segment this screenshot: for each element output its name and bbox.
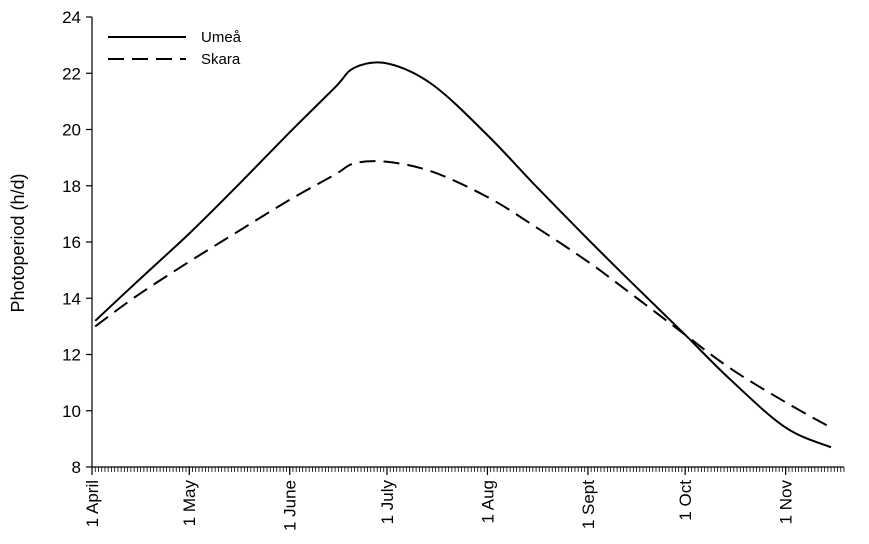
y-tick-label: 16 <box>62 233 81 252</box>
series-lines <box>94 61 832 449</box>
y-ticks: 8 10 12 14 16 18 20 22 24 <box>62 8 92 477</box>
y-tick-label: 22 <box>62 64 81 83</box>
y-tick-label: 12 <box>62 346 81 365</box>
y-tick-label: 8 <box>72 458 81 477</box>
x-tick-label: 1 June <box>281 480 300 531</box>
legend-label: Umeå <box>201 29 242 46</box>
axes <box>91 17 844 468</box>
x-tick-labels: 1 April 1 May 1 June 1 July 1 Aug 1 Sept 1 Oct… <box>83 467 796 531</box>
series-line-umea <box>94 61 832 449</box>
y-axis-title: Photoperiod (h/d) <box>8 173 28 312</box>
y-tick-label: 14 <box>62 289 81 308</box>
y-tick-label: 18 <box>62 177 81 196</box>
series-line-skara <box>94 160 832 429</box>
x-tick-label: 1 Aug <box>478 480 497 524</box>
y-tick-label: 10 <box>62 402 81 421</box>
x-tick-label: 1 July <box>378 480 397 525</box>
x-tick-label: 1 May <box>180 480 199 527</box>
legend: Umeå Skara <box>108 29 242 68</box>
legend-label: Skara <box>201 51 241 68</box>
y-tick-label: 20 <box>62 121 81 140</box>
y-tick-label: 24 <box>62 8 81 27</box>
x-tick-label: 1 April <box>83 480 102 527</box>
x-tick-label: 1 Nov <box>777 480 796 525</box>
x-tick-label: 1 Oct <box>676 480 695 521</box>
x-minor-ticks <box>91 467 845 472</box>
x-tick-label: 1 Sept <box>579 480 598 529</box>
